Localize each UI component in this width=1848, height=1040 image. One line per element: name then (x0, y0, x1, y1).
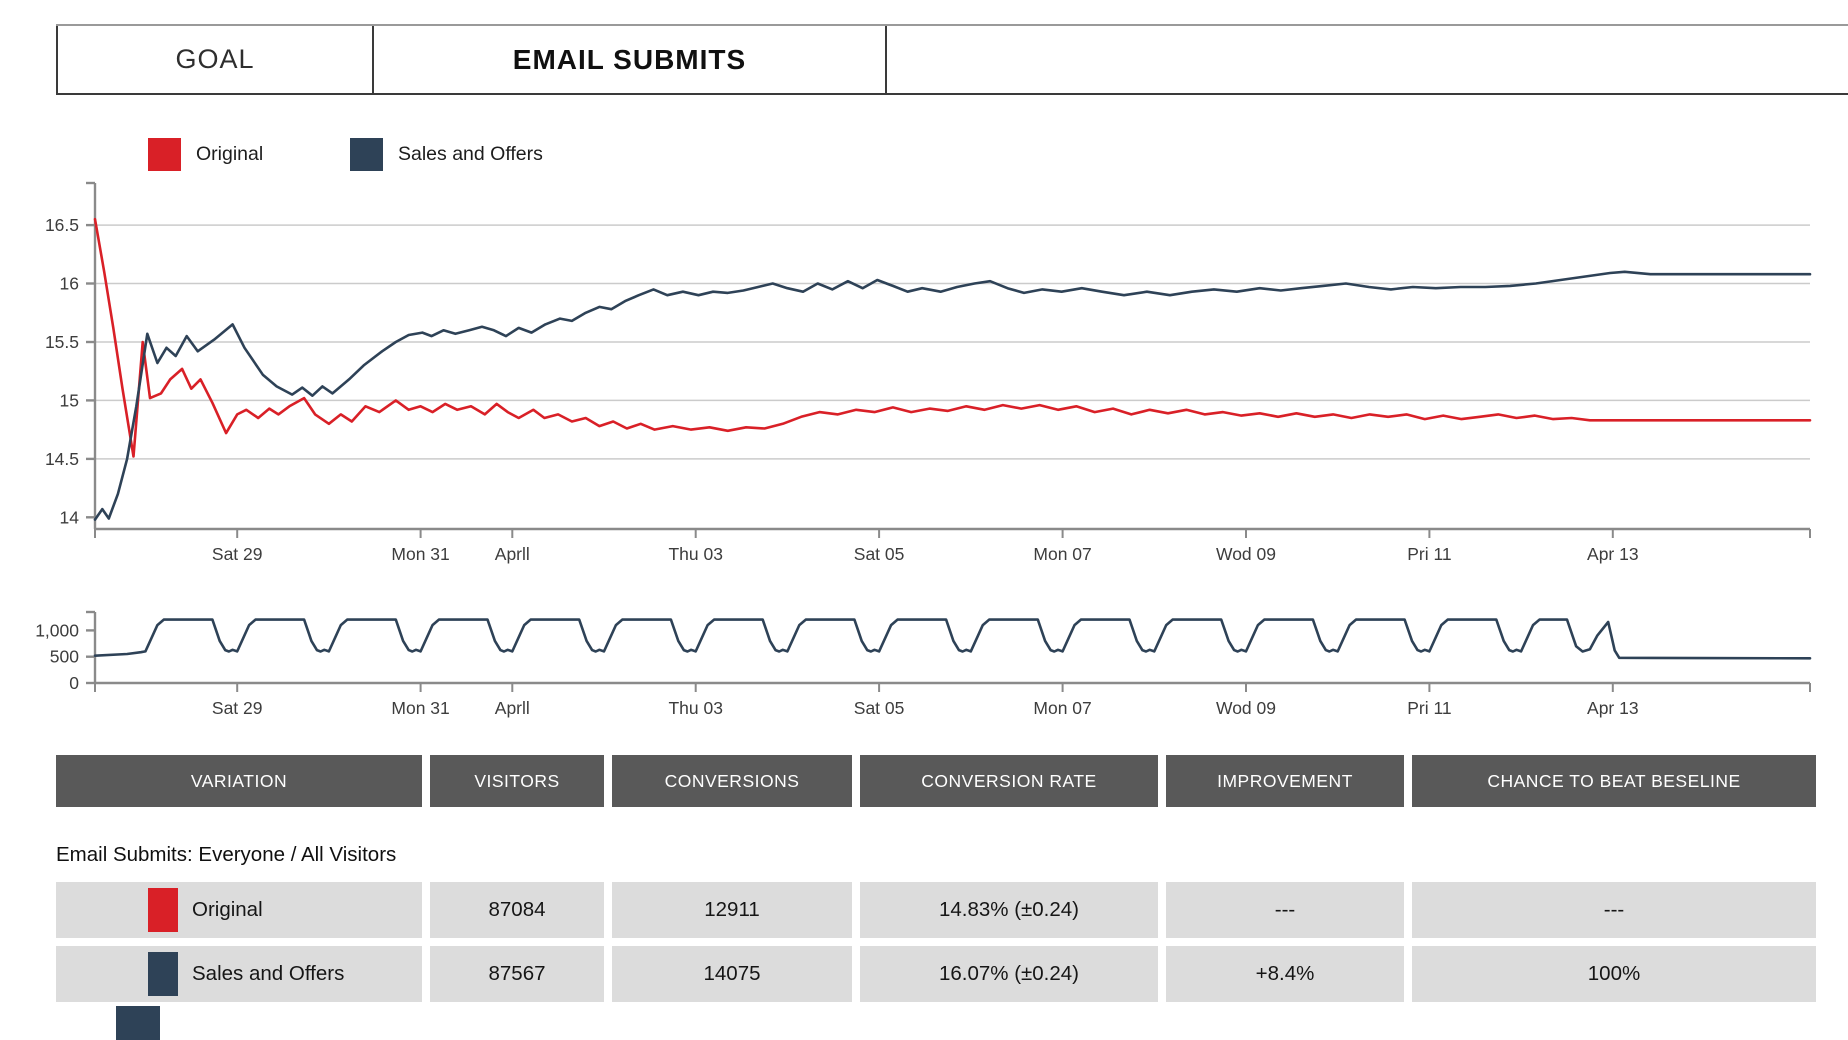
svg-text:Mon 07: Mon 07 (1033, 544, 1091, 564)
variation-name: Sales and Offers (192, 962, 345, 985)
cell-conversions-sales-and-offers: 14075 (612, 946, 852, 1002)
sales-and-offers-color-swatch (350, 138, 383, 171)
original-row-swatch (148, 888, 178, 932)
cell-conversion-rate-original: 14.83% (±0.24) (860, 882, 1158, 938)
svg-text:Sat 05: Sat 05 (854, 698, 905, 718)
legend-label-sales-and-offers: Sales and Offers (398, 143, 543, 165)
svg-text:Mon 31: Mon 31 (391, 544, 449, 564)
svg-text:Aprll: Aprll (495, 698, 530, 718)
svg-text:Apr 13: Apr 13 (1587, 698, 1639, 718)
cell-visitors-original: 87084 (430, 882, 604, 938)
svg-text:16: 16 (60, 274, 79, 294)
svg-text:14: 14 (60, 507, 80, 527)
svg-text:Mon 31: Mon 31 (391, 698, 449, 718)
cell-improvement-sales-and-offers: +8.4% (1166, 946, 1404, 1002)
svg-text:500: 500 (50, 647, 79, 667)
cell-conversion-rate-sales-and-offers: 16.07% (±0.24) (860, 946, 1158, 1002)
table-row-sales-and-offers: Sales and Offers 87567 14075 16.07% (±0.… (56, 946, 1816, 1002)
visitors-chart: 1,000 500 0 Sat 29 Mon 31 Aprll Thu 03 Sat 05 Mo… (35, 610, 1812, 718)
header-variation: VARIATION (56, 755, 422, 807)
svg-text:Thu 03: Thu 03 (668, 544, 722, 564)
segment-label: Email Submits: Everyone / All Visitors (56, 843, 397, 866)
tab-bar-filler (885, 26, 1848, 93)
header-improvement: IMPROVEMENT (1166, 755, 1404, 807)
results-table-header: VARIATION VISITORS CONVERSIONS CONVERSIO… (56, 755, 1816, 807)
sales-and-offers-row-swatch (148, 952, 178, 996)
svg-text:Pri 11: Pri 11 (1407, 698, 1451, 718)
next-section-partial-swatch (116, 1006, 160, 1040)
conversion-rate-chart: 16.5 16 15.5 15 14.5 14 Sat 29 Mon 31 Aprll Thu 0… (45, 181, 1812, 564)
legend-label-original: Original (196, 143, 264, 165)
svg-text:15.5: 15.5 (45, 332, 79, 352)
variation-name: Original (192, 898, 263, 921)
svg-text:Sat 29: Sat 29 (212, 698, 263, 718)
cell-chance-original: --- (1412, 882, 1816, 938)
svg-text:15: 15 (60, 390, 79, 410)
tab-email-submits[interactable]: EMAIL SUBMITS (372, 26, 885, 93)
svg-text:1,000: 1,000 (35, 620, 79, 640)
original-color-swatch (148, 138, 181, 171)
svg-text:Thu 03: Thu 03 (668, 698, 722, 718)
svg-text:0: 0 (69, 673, 79, 693)
cell-chance-sales-and-offers: 100% (1412, 946, 1816, 1002)
legend-item-sales-and-offers: Sales and Offers (350, 138, 543, 171)
svg-text:16.5: 16.5 (45, 215, 79, 235)
svg-text:14.5: 14.5 (45, 449, 79, 469)
svg-text:Pri 11: Pri 11 (1407, 544, 1451, 564)
header-visitors: VISITORS (430, 755, 604, 807)
cell-variation-sales-and-offers: Sales and Offers (56, 946, 422, 1002)
header-chance-to-beat-baseline: CHANCE TO BEAT BESELINE (1412, 755, 1816, 807)
header-conversion-rate: CONVERSION RATE (860, 755, 1158, 807)
cell-visitors-sales-and-offers: 87567 (430, 946, 604, 1002)
cell-variation-original: Original (56, 882, 422, 938)
svg-text:Wod 09: Wod 09 (1216, 544, 1276, 564)
header-conversions: CONVERSIONS (612, 755, 852, 807)
svg-text:Wod 09: Wod 09 (1216, 698, 1276, 718)
cell-improvement-original: --- (1166, 882, 1404, 938)
svg-text:Aprll: Aprll (495, 544, 530, 564)
tab-bar: GOAL EMAIL SUBMITS (56, 24, 1848, 95)
svg-text:Sat 05: Sat 05 (854, 544, 905, 564)
svg-text:Mon 07: Mon 07 (1033, 698, 1091, 718)
tab-goal[interactable]: GOAL (56, 26, 372, 93)
svg-text:Sat 29: Sat 29 (212, 544, 263, 564)
table-row-original: Original 87084 12911 14.83% (±0.24) --- … (56, 882, 1816, 938)
svg-text:Apr 13: Apr 13 (1587, 544, 1639, 564)
cell-conversions-original: 12911 (612, 882, 852, 938)
legend-item-original: Original (148, 138, 263, 171)
